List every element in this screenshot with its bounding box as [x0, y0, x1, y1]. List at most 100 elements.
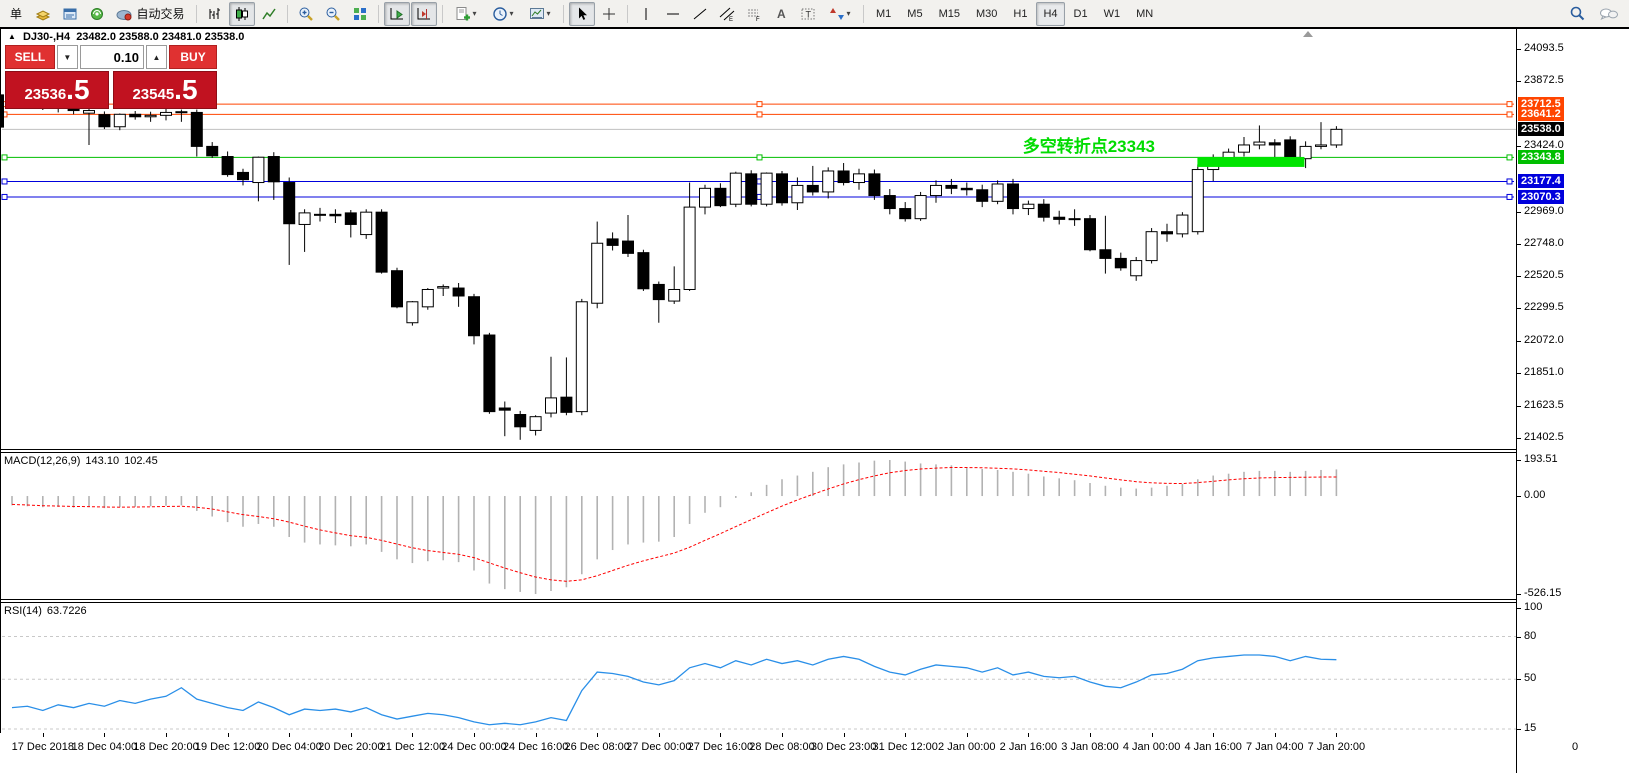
axis-tick-mark: [1517, 406, 1521, 408]
buy-price-button[interactable]: 23545 .5: [113, 71, 217, 109]
toolbar-separator: [442, 4, 443, 23]
time-axis-label: 20 Dec 20:00: [318, 741, 384, 753]
new-order-label: 单: [9, 7, 22, 21]
collapse-triangle-icon[interactable]: ▲: [8, 32, 16, 41]
time-tick-mark: [720, 733, 722, 737]
cursor-button[interactable]: [569, 1, 595, 26]
candle-body: [745, 173, 758, 205]
candle-body: [1253, 141, 1266, 146]
candle-body: [1130, 260, 1143, 277]
pane-divider[interactable]: [0, 449, 1629, 450]
time-axis-label: 19 Dec 12:00: [194, 741, 261, 753]
fibonacci-button[interactable]: F: [741, 2, 767, 26]
channel-button[interactable]: E: [714, 2, 740, 26]
line-handle: [1, 154, 8, 161]
tile-windows-button[interactable]: [347, 2, 373, 26]
time-tick-mark: [412, 733, 414, 737]
vertical-line-button[interactable]: [633, 2, 659, 26]
timeframe-button-mn[interactable]: MN: [1136, 7, 1154, 20]
trade-panel-prices: 23536 .5 23545 .5: [5, 71, 217, 109]
one-click-trade-panel: SELL ▼ ▲ BUY 23536 .5 23545 .5: [5, 45, 217, 109]
time-axis-label: 27 Dec 16:00: [687, 741, 754, 753]
candle-body: [1238, 144, 1250, 153]
chart-shift-button[interactable]: [411, 1, 437, 26]
volume-input[interactable]: [79, 45, 144, 69]
market-watch-icon: [35, 6, 51, 22]
chat-button[interactable]: [1596, 2, 1622, 26]
data-window-button[interactable]: [57, 2, 83, 26]
timeframe-button-m5[interactable]: M5: [907, 7, 923, 20]
candle-body: [1176, 214, 1189, 235]
line-handle: [756, 101, 763, 108]
timeframe-button-d1[interactable]: D1: [1073, 7, 1088, 20]
candle-body: [560, 396, 573, 413]
candlestick-chart-icon: [234, 6, 250, 22]
candle-body: [699, 187, 711, 208]
time-tick-mark: [1028, 733, 1030, 737]
trendline-button[interactable]: [687, 2, 713, 26]
candle-body: [1007, 183, 1019, 210]
time-axis[interactable]: 17 Dec 2018 18 Dec 04:00 18 Dec 20:00 19 De…: [0, 733, 1516, 773]
autotrade-icon: [115, 6, 133, 22]
candle-body: [452, 287, 465, 297]
candlestick-chart-button[interactable]: [229, 1, 255, 26]
indicators-button[interactable]: ▾: [448, 2, 484, 26]
text-label-button[interactable]: T: [795, 2, 821, 26]
templates-button[interactable]: ▾: [522, 2, 558, 26]
trade-panel-controls: SELL ▼ ▲ BUY: [5, 45, 217, 69]
time-tick-mark: [350, 733, 352, 737]
sell-price-button[interactable]: 23536 .5: [5, 71, 109, 109]
time-axis-label: 7 Jan 20:00: [1307, 741, 1366, 753]
volume-increase-button[interactable]: ▲: [145, 45, 168, 69]
rsi-line: [11, 654, 1337, 726]
timeframe-button-m30[interactable]: M30: [975, 7, 998, 20]
timeframe-button-m1[interactable]: M1: [876, 7, 892, 20]
time-tick-mark: [1213, 733, 1215, 737]
pane-divider[interactable]: [0, 599, 1629, 600]
crosshair-button[interactable]: [596, 2, 622, 26]
arrows-button[interactable]: ▾: [822, 2, 858, 26]
market-watch-button[interactable]: [30, 2, 56, 26]
candle-body: [237, 171, 249, 181]
periods-button[interactable]: ▾: [485, 2, 521, 26]
price-axis[interactable]: 24093.5 23872.5 23424.0 22969.0 22748.0 22520…: [1516, 29, 1629, 773]
scroll-end-marker-icon[interactable]: [1303, 31, 1313, 37]
axis-tick-mark: [1517, 460, 1521, 461]
templates-icon: [529, 6, 545, 22]
volume-decrease-button[interactable]: ▼: [56, 45, 78, 69]
candle-body: [83, 110, 95, 114]
timeframe-group: M1 M5 M15 M30 H1 H4 D1 W1 MN: [869, 1, 1160, 26]
time-tick-mark: [843, 733, 845, 737]
auto-scroll-button[interactable]: [384, 1, 410, 26]
time-axis-label: 2 Jan 16:00: [999, 741, 1058, 753]
candle-body: [375, 211, 388, 273]
svg-text:F: F: [756, 17, 760, 22]
time-tick-mark: [1090, 733, 1091, 737]
pane-divider[interactable]: [0, 452, 1629, 453]
timeframe-button-m15[interactable]: M15: [938, 7, 960, 20]
search-button[interactable]: [1564, 2, 1590, 26]
line-chart-button[interactable]: [256, 2, 282, 26]
new-order-button[interactable]: 单: [3, 2, 29, 26]
timeframe-button-h4[interactable]: H4: [1036, 1, 1065, 26]
signals-button[interactable]: [84, 2, 110, 26]
timeframe-button-w1[interactable]: W1: [1103, 7, 1121, 20]
autotrade-button[interactable]: 自动交易: [111, 2, 191, 26]
pane-divider[interactable]: [0, 602, 1629, 603]
chart-canvas[interactable]: 多空转折点23343: [0, 29, 1516, 733]
horizontal-line-button[interactable]: [660, 2, 686, 26]
bar-chart-button[interactable]: [202, 2, 228, 26]
candle-body: [98, 114, 111, 128]
text-button[interactable]: A: [768, 2, 794, 26]
timeframe-button-h1[interactable]: H1: [1013, 7, 1028, 20]
candle-body: [806, 184, 819, 193]
sell-button[interactable]: SELL: [5, 45, 55, 69]
time-tick-mark: [905, 733, 907, 737]
zoom-out-button[interactable]: [320, 2, 346, 26]
candle-body: [437, 286, 450, 289]
time-axis-label: 18 Dec 04:00: [71, 741, 138, 753]
buy-button[interactable]: BUY: [169, 45, 217, 69]
zoom-in-button[interactable]: [293, 2, 319, 26]
time-axis-label: 26 Dec 08:00: [564, 741, 630, 753]
